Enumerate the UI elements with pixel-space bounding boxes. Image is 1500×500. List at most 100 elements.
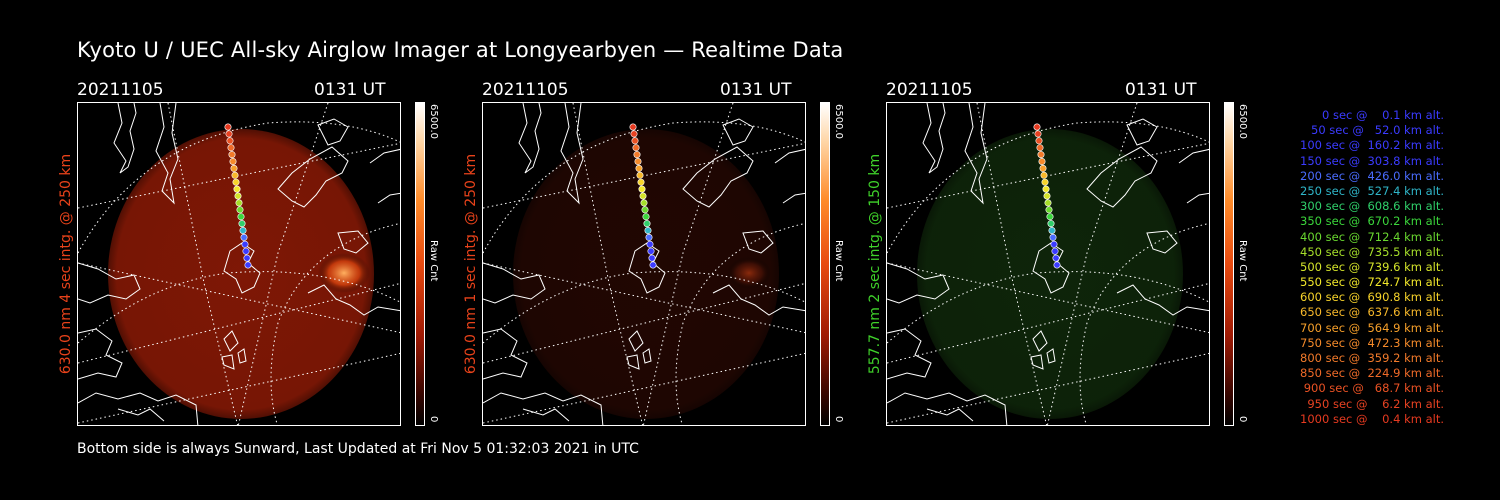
coastline xyxy=(1146,230,1178,254)
trajectory-point xyxy=(636,171,644,179)
coastline xyxy=(782,192,805,204)
trajectory-point xyxy=(631,137,639,145)
trajectory-point xyxy=(236,206,244,214)
trajectory-point xyxy=(243,254,251,262)
legend-row: 400 sec @ 712.4 km alt. xyxy=(1300,229,1444,244)
trajectory-point xyxy=(648,254,656,262)
trajectory-point xyxy=(225,130,233,138)
coastline xyxy=(113,103,137,174)
legend-row: 850 sec @ 224.9 km alt. xyxy=(1300,366,1444,381)
panel-1-colorbar xyxy=(415,102,425,426)
trajectory-point xyxy=(1039,164,1047,172)
trajectory-point xyxy=(1046,213,1054,221)
panel-2-date: 20211105 xyxy=(482,80,569,100)
trajectory-point xyxy=(635,164,643,172)
graticule-line xyxy=(887,142,1209,209)
panel-1-colorbar-min: 0 xyxy=(428,416,439,423)
panel-2-colorbar-unit: Raw Cnt xyxy=(833,240,844,282)
trajectory-point xyxy=(229,157,237,165)
trajectory-point xyxy=(1041,178,1049,186)
coastline xyxy=(887,328,932,380)
coastline xyxy=(1032,242,1070,294)
coastline xyxy=(742,230,774,254)
trajectory-point xyxy=(1040,171,1048,179)
coastline xyxy=(1178,148,1209,164)
panel-2-colorbar xyxy=(820,102,830,426)
graticule-line xyxy=(78,352,400,424)
trajectory-point xyxy=(1038,157,1046,165)
coastline xyxy=(483,262,546,304)
coastline xyxy=(1086,146,1158,208)
coastline xyxy=(774,148,805,164)
trajectory-point xyxy=(227,144,235,152)
graticule-line xyxy=(78,142,400,209)
trajectory-point xyxy=(232,178,240,186)
legend-row: 900 sec @ 68.7 km alt. xyxy=(1303,381,1444,396)
legend-row: 1000 sec @ 0.4 km alt. xyxy=(1300,411,1444,426)
trajectory-point xyxy=(1035,137,1043,145)
coastline xyxy=(1186,192,1209,204)
graticule-line xyxy=(78,282,400,364)
trajectory-point xyxy=(242,247,250,255)
legend-row: 450 sec @ 735.5 km alt. xyxy=(1300,244,1444,259)
panel-3-colorbar-min: 0 xyxy=(1237,416,1248,423)
coastline xyxy=(560,103,584,205)
coastline xyxy=(78,328,123,380)
trajectory-point xyxy=(643,220,651,228)
panel-3-svg xyxy=(887,103,1209,425)
trajectory-point xyxy=(645,233,653,241)
coastline xyxy=(522,408,570,422)
panel-1-colorbar-max: 6500.0 xyxy=(428,104,439,139)
coastline xyxy=(483,328,528,380)
panel-1-svg xyxy=(78,103,400,425)
graticule-line xyxy=(887,352,1209,424)
graticule-line xyxy=(887,282,1209,364)
coastline xyxy=(628,242,666,294)
trajectory-point xyxy=(239,227,247,235)
trajectory-point xyxy=(1037,151,1045,159)
legend-row: 100 sec @ 160.2 km alt. xyxy=(1300,138,1444,153)
panel-3-allsky-image xyxy=(886,102,1210,426)
airglow-field xyxy=(917,129,1183,419)
trajectory-point xyxy=(1036,144,1044,152)
legend-row: 800 sec @ 359.2 km alt. xyxy=(1300,351,1444,365)
trajectory-point xyxy=(235,199,243,207)
trajectory-point xyxy=(634,157,642,165)
trajectory-point xyxy=(241,240,249,248)
coastline xyxy=(78,392,199,425)
trajectory-point xyxy=(1045,206,1053,214)
trajectory-point xyxy=(226,137,234,145)
legend-row: 350 sec @ 670.2 km alt. xyxy=(1300,214,1444,229)
trajectory-point xyxy=(1048,227,1056,235)
graticule-line xyxy=(237,103,329,425)
panel-3-ylabel: 557.7 nm 2 sec intg. @ 150 km xyxy=(867,153,883,375)
legend-row: 150 sec @ 303.8 km alt. xyxy=(1300,153,1444,168)
legend-row: 300 sec @ 608.6 km alt. xyxy=(1300,199,1444,214)
trajectory-point xyxy=(1033,123,1041,131)
coastline xyxy=(317,118,349,146)
graticule-line xyxy=(483,352,805,424)
graticule-line xyxy=(887,262,1209,334)
footer-note: Bottom side is always Sunward, Last Upda… xyxy=(77,441,639,457)
coastline xyxy=(682,146,754,208)
trajectory-point xyxy=(646,240,654,248)
trajectory-point xyxy=(228,151,236,159)
coastline xyxy=(223,242,261,294)
coastline xyxy=(1116,284,1209,316)
graticule-line xyxy=(642,103,734,425)
panel-2-allsky-image xyxy=(482,102,806,426)
legend-row: 250 sec @ 527.4 km alt. xyxy=(1300,183,1444,198)
graticule-line xyxy=(483,271,805,344)
graticule-line xyxy=(483,262,805,334)
panel-3-time: 0131 UT xyxy=(1125,80,1197,100)
coastline xyxy=(887,392,1008,425)
trajectory-point xyxy=(641,206,649,214)
trajectory-point xyxy=(1049,233,1057,241)
trajectory-point xyxy=(642,213,650,221)
coastline xyxy=(1126,118,1158,146)
coastline xyxy=(626,330,652,370)
coastline xyxy=(277,146,349,208)
trajectory-point xyxy=(1052,254,1060,262)
trajectory-point xyxy=(1044,199,1052,207)
